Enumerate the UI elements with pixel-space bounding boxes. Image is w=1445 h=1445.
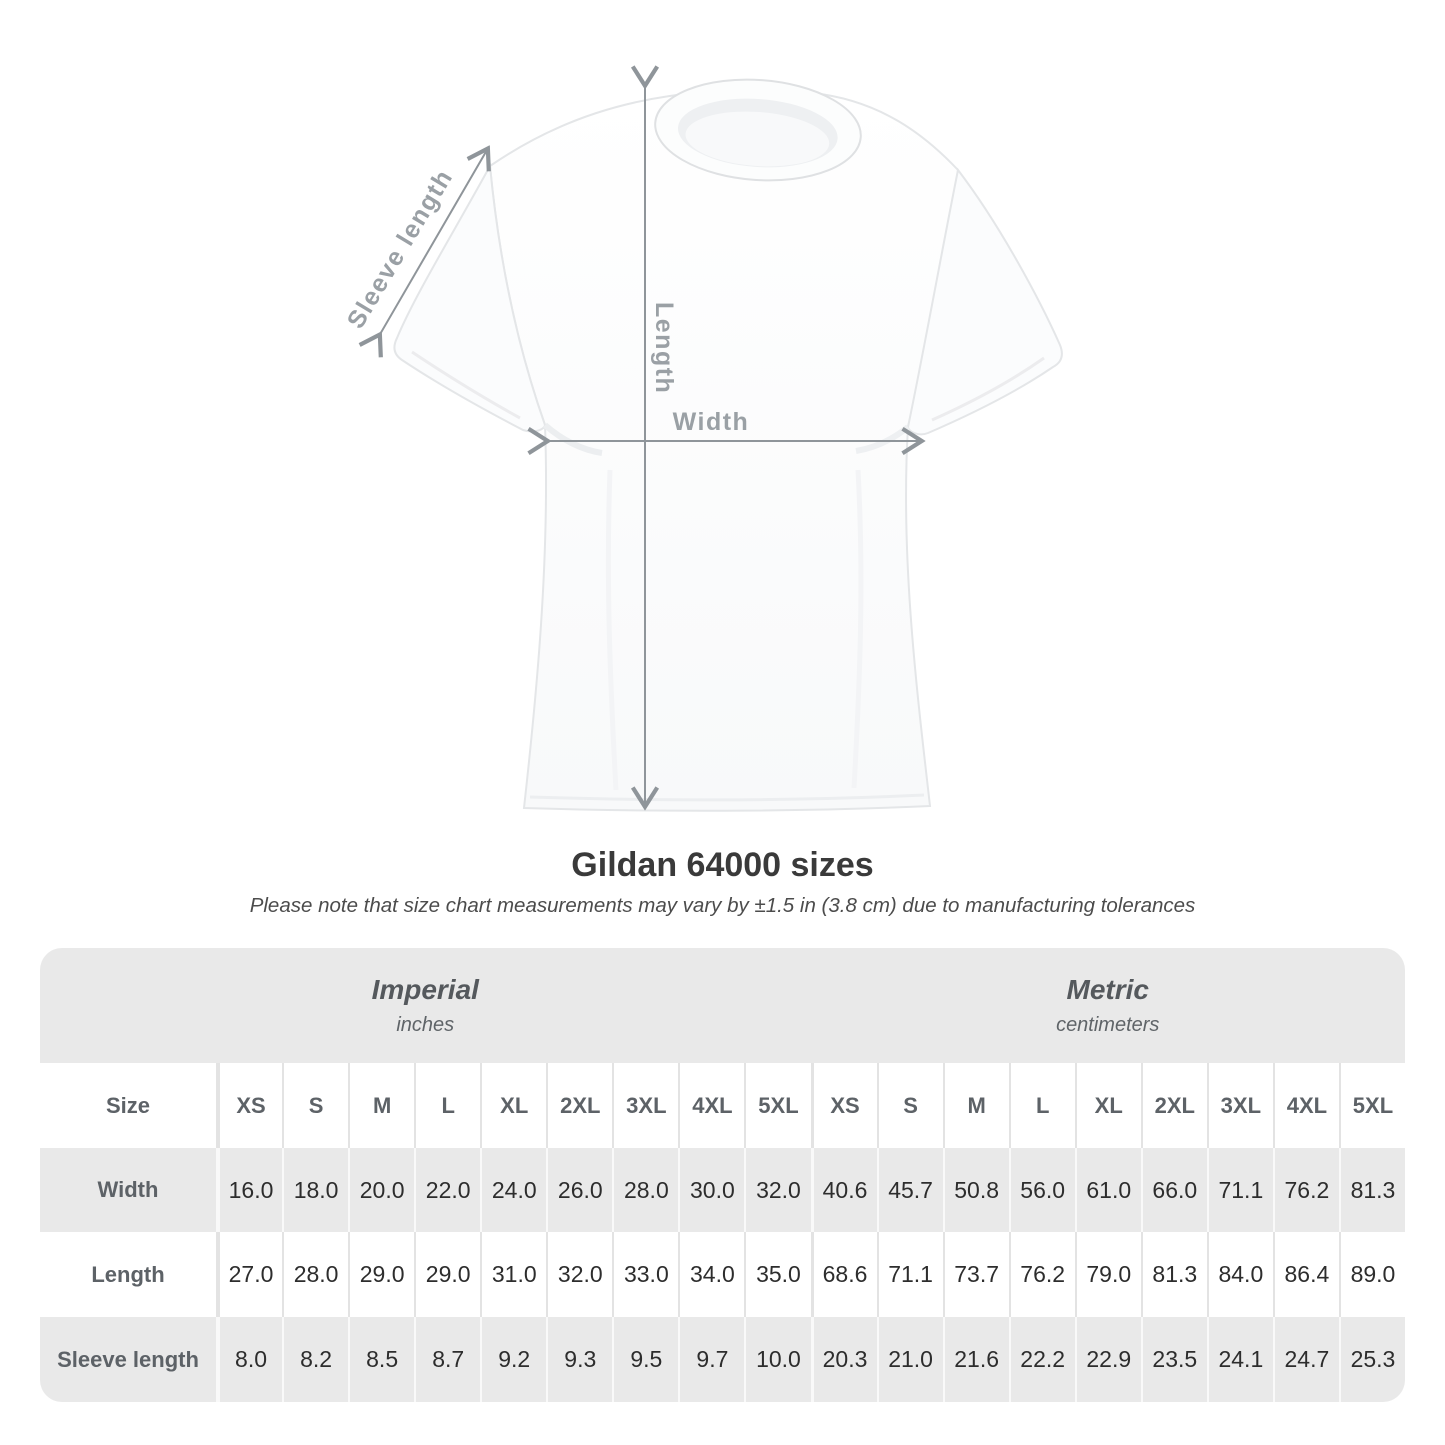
table-cell: 26.0 <box>546 1148 612 1232</box>
table-cell: 66.0 <box>1140 1148 1207 1232</box>
table-cell: 89.0 <box>1338 1232 1405 1317</box>
column-header: L <box>414 1063 480 1148</box>
table-cell: 81.3 <box>1140 1232 1207 1317</box>
table-cell: 25.3 <box>1338 1317 1405 1402</box>
table-cell: 71.1 <box>1206 1148 1273 1232</box>
table-cell: 22.0 <box>414 1148 480 1232</box>
table-row-length: Length 27.0 28.0 29.0 29.0 31.0 32.0 33.… <box>40 1232 1405 1317</box>
metric-group-header: Metric centimeters <box>811 948 1405 1063</box>
table-cell: 40.6 <box>810 1148 877 1232</box>
table-cell: 10.0 <box>744 1317 810 1402</box>
imperial-unit: inches <box>396 1014 455 1036</box>
imperial-label: Imperial <box>371 974 479 1005</box>
table-cell: 20.0 <box>348 1148 414 1232</box>
column-header: XL <box>480 1063 546 1148</box>
row-label-sleeve-length: Sleeve length <box>57 1346 199 1372</box>
table-cell: 33.0 <box>612 1232 678 1317</box>
table-cell: 29.0 <box>414 1232 480 1317</box>
metric-unit: centimeters <box>1056 1014 1160 1036</box>
table-cell: 20.3 <box>810 1317 877 1402</box>
table-cell: 22.9 <box>1074 1317 1141 1402</box>
table-cell: 28.0 <box>612 1148 678 1232</box>
column-header-size: Size <box>105 1092 151 1118</box>
table-cell: 21.6 <box>942 1317 1009 1402</box>
table-cell: 84.0 <box>1206 1232 1273 1317</box>
table-cell: 24.1 <box>1206 1317 1273 1402</box>
table-cell: 21.0 <box>876 1317 943 1402</box>
table-cell: 27.0 <box>216 1232 282 1317</box>
table-cell: 76.2 <box>1272 1148 1339 1232</box>
table-cell: 73.7 <box>942 1232 1009 1317</box>
row-label-width: Width <box>97 1177 159 1202</box>
column-header: S <box>282 1063 348 1148</box>
table-cell: 30.0 <box>678 1148 744 1232</box>
page-title: Gildan 64000 sizes <box>571 846 874 884</box>
table-cell: 28.0 <box>282 1232 348 1317</box>
table-cell: 18.0 <box>282 1148 348 1232</box>
table-cell: 9.5 <box>612 1317 678 1402</box>
column-header: 2XL <box>1140 1063 1207 1148</box>
column-header: 5XL <box>1338 1063 1405 1148</box>
table-cell: 9.7 <box>678 1317 744 1402</box>
table-cell: 31.0 <box>480 1232 546 1317</box>
column-header: XS <box>216 1063 282 1148</box>
table-row-sleeve-length: Sleeve length 8.0 8.2 8.5 8.7 9.2 9.3 9.… <box>40 1317 1405 1402</box>
table-cell: 34.0 <box>678 1232 744 1317</box>
collar-graphic <box>654 78 862 182</box>
table-cell: 8.2 <box>282 1317 348 1402</box>
column-header: XS <box>810 1063 877 1148</box>
column-header: L <box>1008 1063 1075 1148</box>
table-cell: 8.0 <box>216 1317 282 1402</box>
column-header: 4XL <box>1272 1063 1339 1148</box>
table-cell: 79.0 <box>1074 1232 1141 1317</box>
table-cell: 68.6 <box>810 1232 877 1317</box>
table-cell: 56.0 <box>1008 1148 1075 1232</box>
column-header: XL <box>1074 1063 1141 1148</box>
table-cell: 81.3 <box>1338 1148 1405 1232</box>
table-row-width: Width 16.0 18.0 20.0 22.0 24.0 26.0 28.0… <box>40 1148 1405 1232</box>
table-cell: 61.0 <box>1074 1148 1141 1232</box>
tolerance-note: Please note that size chart measurements… <box>249 894 1196 917</box>
table-cell: 29.0 <box>348 1232 414 1317</box>
column-header: 2XL <box>546 1063 612 1148</box>
table-cell: 35.0 <box>744 1232 810 1317</box>
table-cell: 9.2 <box>480 1317 546 1402</box>
table-cell: 50.8 <box>942 1148 1009 1232</box>
table-cell: 45.7 <box>876 1148 943 1232</box>
size-table: Imperial inches Metric centimeters Size … <box>40 948 1405 1402</box>
length-label: Length <box>650 302 678 394</box>
width-label: Width <box>673 408 750 436</box>
table-cell: 8.5 <box>348 1317 414 1402</box>
table-cell: 9.3 <box>546 1317 612 1402</box>
row-label-length: Length <box>91 1261 165 1287</box>
column-header: 3XL <box>1206 1063 1273 1148</box>
table-cell: 24.7 <box>1272 1317 1339 1402</box>
sleeve-length-arrow <box>379 150 487 336</box>
table-cell: 22.2 <box>1008 1317 1075 1402</box>
unit-header-band: Imperial inches Metric centimeters <box>40 948 1405 1063</box>
table-cell: 71.1 <box>876 1232 943 1317</box>
table-header-row: Size XS S M L XL 2XL 3XL 4XL 5XL XS S M … <box>40 1063 1405 1148</box>
imperial-group-header: Imperial inches <box>40 948 811 1063</box>
column-header: 3XL <box>612 1063 678 1148</box>
metric-label: Metric <box>1066 974 1149 1005</box>
table-cell: 23.5 <box>1140 1317 1207 1402</box>
table-cell: 32.0 <box>546 1232 612 1317</box>
column-header: M <box>942 1063 1009 1148</box>
table-cell: 86.4 <box>1272 1232 1339 1317</box>
column-header: S <box>876 1063 943 1148</box>
column-header: 5XL <box>744 1063 810 1148</box>
column-header: 4XL <box>678 1063 744 1148</box>
table-cell: 76.2 <box>1008 1232 1075 1317</box>
tshirt-measurement-diagram: Sleeve length Length Width <box>342 0 1063 812</box>
column-header: M <box>348 1063 414 1148</box>
table-cell: 32.0 <box>744 1148 810 1232</box>
table-cell: 24.0 <box>480 1148 546 1232</box>
table-cell: 16.0 <box>216 1148 282 1232</box>
table-cell: 8.7 <box>414 1317 480 1402</box>
